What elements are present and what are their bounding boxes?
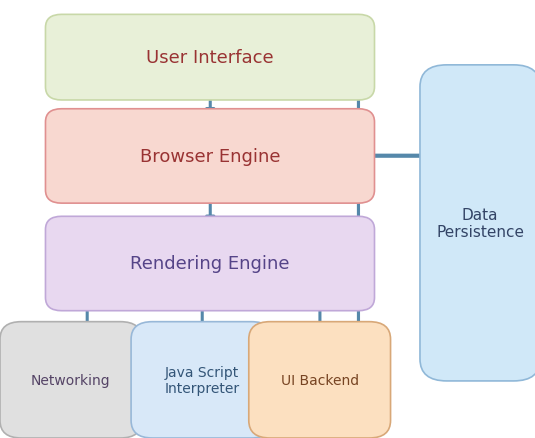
FancyBboxPatch shape xyxy=(131,322,273,438)
FancyBboxPatch shape xyxy=(0,322,142,438)
FancyBboxPatch shape xyxy=(420,66,535,381)
FancyBboxPatch shape xyxy=(45,15,374,101)
Text: UI Backend: UI Backend xyxy=(280,373,359,387)
FancyBboxPatch shape xyxy=(249,322,391,438)
FancyBboxPatch shape xyxy=(45,217,374,311)
Text: Rendering Engine: Rendering Engine xyxy=(130,255,290,273)
Text: Browser Engine: Browser Engine xyxy=(140,148,280,166)
Text: Networking: Networking xyxy=(31,373,111,387)
Text: Java Script
Interpreter: Java Script Interpreter xyxy=(164,365,240,395)
Text: Data
Persistence: Data Persistence xyxy=(436,207,524,240)
FancyBboxPatch shape xyxy=(45,110,374,204)
Text: User Interface: User Interface xyxy=(146,49,274,67)
